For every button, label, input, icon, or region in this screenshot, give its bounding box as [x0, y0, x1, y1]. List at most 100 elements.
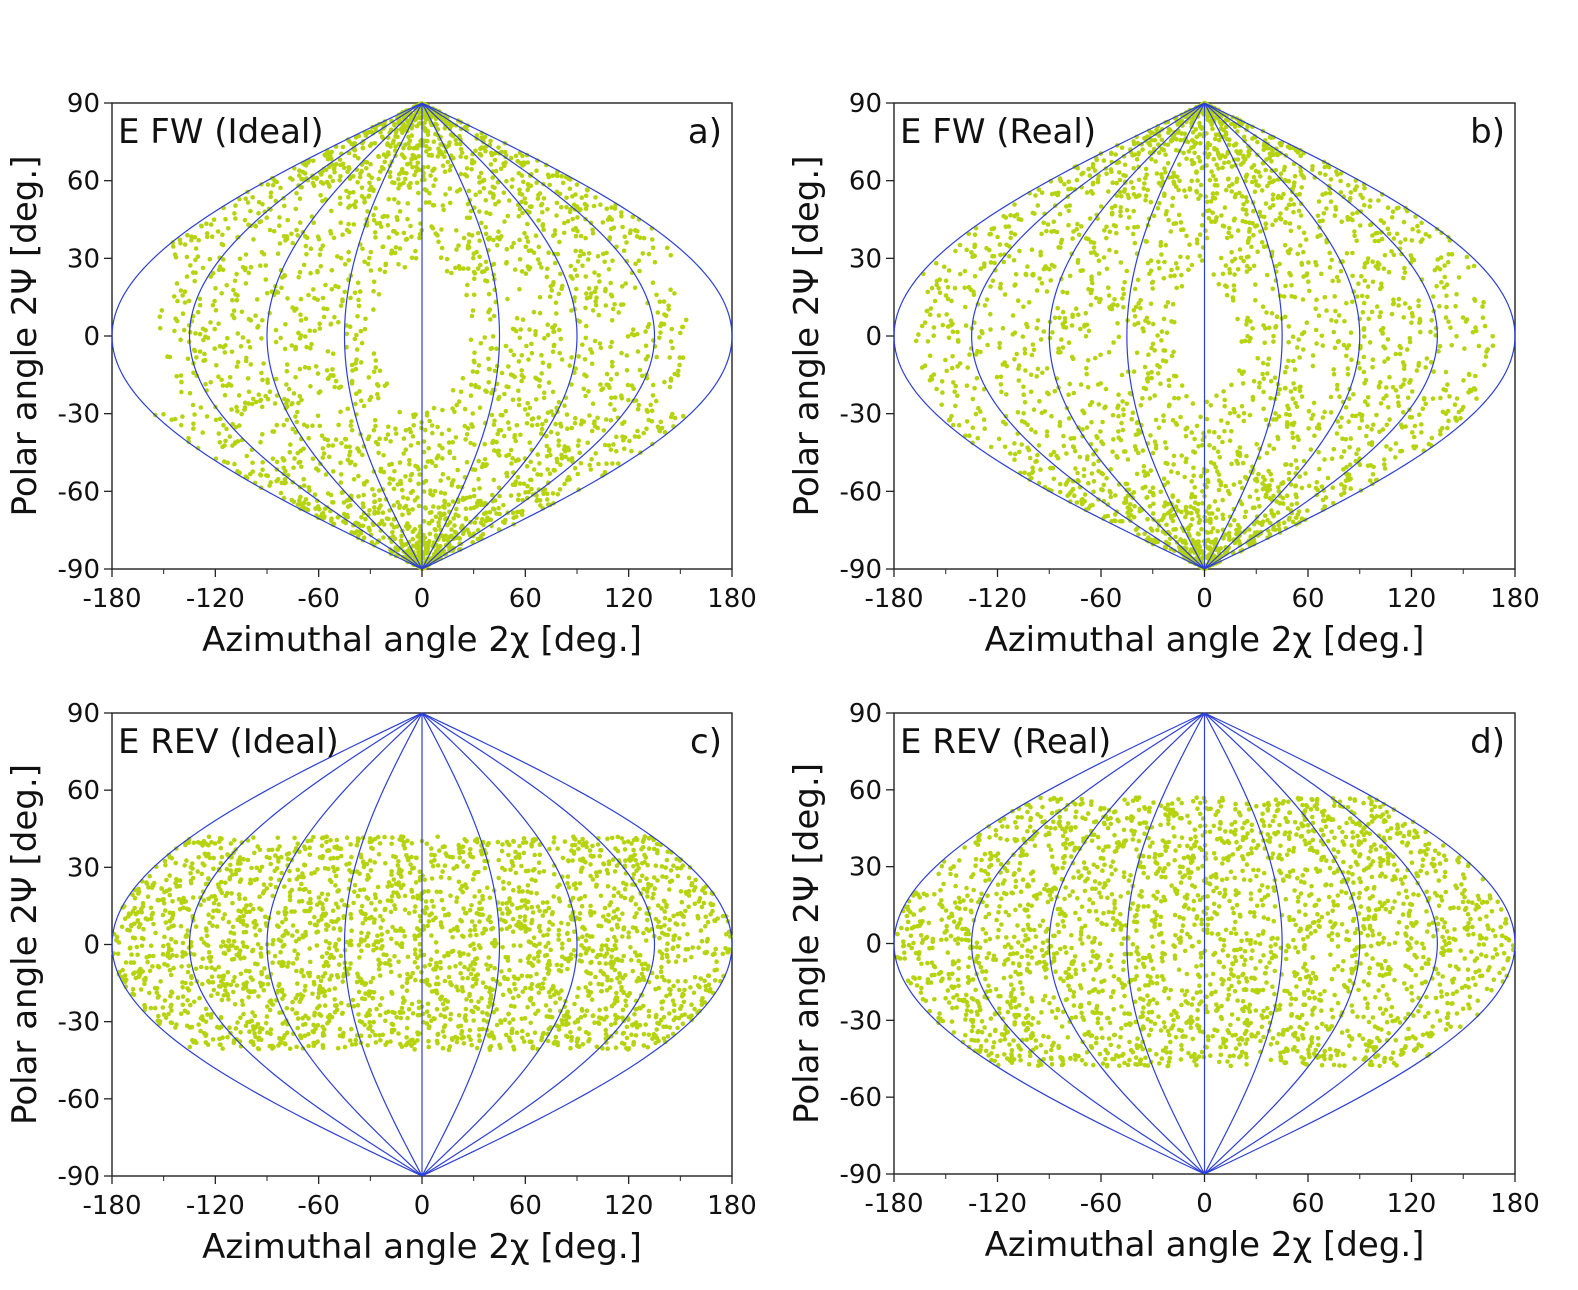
data-point	[437, 443, 442, 448]
data-point	[606, 443, 612, 448]
data-point	[636, 434, 641, 440]
data-point	[1351, 392, 1356, 397]
data-point	[308, 270, 313, 276]
data-point	[988, 327, 993, 332]
data-point	[528, 477, 533, 483]
data-point	[975, 435, 981, 441]
data-point	[1334, 431, 1340, 436]
data-point	[499, 370, 505, 376]
data-point	[1301, 230, 1307, 236]
data-point	[1165, 300, 1171, 305]
data-point	[216, 321, 221, 327]
data-point	[1482, 323, 1488, 329]
data-point	[479, 464, 485, 470]
data-point	[358, 398, 364, 404]
data-point	[1075, 257, 1081, 263]
data-point	[1216, 434, 1222, 440]
data-point	[953, 248, 958, 254]
data-point	[397, 460, 403, 465]
data-point	[1284, 424, 1290, 430]
data-point	[207, 256, 213, 262]
data-point	[414, 180, 420, 186]
data-point	[371, 212, 376, 218]
data-point	[285, 398, 291, 403]
data-point	[610, 258, 615, 264]
data-point	[1199, 223, 1205, 228]
data-point	[436, 239, 441, 245]
data-point	[1142, 181, 1147, 186]
data-point	[1159, 329, 1165, 334]
data-point	[1261, 376, 1267, 382]
data-point	[405, 201, 411, 206]
data-point	[636, 402, 642, 408]
data-point	[411, 423, 417, 428]
data-point	[1215, 469, 1220, 474]
data-point	[246, 339, 251, 344]
data-point	[367, 255, 372, 261]
data-point	[239, 309, 245, 315]
data-point	[338, 220, 344, 225]
data-point	[303, 316, 309, 322]
data-point	[491, 313, 497, 319]
data-point	[209, 234, 215, 239]
data-point	[246, 222, 251, 228]
data-point	[589, 457, 594, 462]
data-point	[1466, 265, 1471, 270]
data-point	[318, 264, 324, 269]
data-point	[564, 412, 570, 417]
data-point	[270, 182, 276, 188]
data-point	[437, 516, 443, 521]
data-point	[315, 268, 320, 274]
data-point	[396, 119, 401, 124]
data-point	[172, 328, 177, 334]
data-point	[260, 460, 266, 465]
data-point	[558, 462, 563, 468]
data-point	[1189, 495, 1194, 500]
data-point	[243, 252, 249, 257]
data-point	[1108, 494, 1114, 500]
data-point	[373, 358, 379, 363]
data-point	[423, 427, 428, 433]
data-point	[542, 487, 548, 492]
data-point	[1155, 333, 1160, 338]
data-point	[997, 345, 1002, 350]
data-point	[1243, 195, 1249, 200]
data-point	[593, 451, 598, 456]
data-point	[1401, 275, 1406, 281]
data-point	[1342, 486, 1347, 491]
data-point	[491, 507, 497, 512]
data-point	[1148, 526, 1154, 531]
data-point	[1314, 341, 1319, 346]
data-point	[255, 323, 261, 329]
data-point	[681, 413, 686, 419]
data-point	[1136, 301, 1141, 306]
data-point	[371, 351, 377, 356]
data-point	[406, 524, 412, 530]
data-point	[482, 335, 488, 340]
data-point	[1361, 369, 1367, 375]
data-point	[1206, 429, 1212, 434]
data-point	[426, 520, 432, 526]
data-point	[436, 146, 441, 152]
data-point	[456, 264, 462, 269]
data-point	[502, 163, 507, 168]
data-point	[1210, 210, 1215, 216]
data-point	[663, 313, 669, 319]
data-point	[672, 291, 677, 296]
data-point	[624, 240, 629, 245]
data-point	[315, 498, 320, 504]
data-point	[403, 428, 409, 433]
data-point	[1190, 401, 1196, 406]
data-point	[238, 344, 244, 349]
data-point	[524, 235, 529, 240]
data-point	[345, 406, 351, 412]
data-point	[625, 382, 631, 388]
data-point	[1106, 349, 1112, 355]
data-point	[1229, 250, 1234, 255]
data-point	[552, 228, 558, 233]
data-point	[426, 446, 432, 451]
data-point	[1130, 410, 1136, 416]
data-point	[407, 478, 413, 483]
data-point	[1330, 485, 1336, 491]
data-point	[1452, 402, 1458, 408]
